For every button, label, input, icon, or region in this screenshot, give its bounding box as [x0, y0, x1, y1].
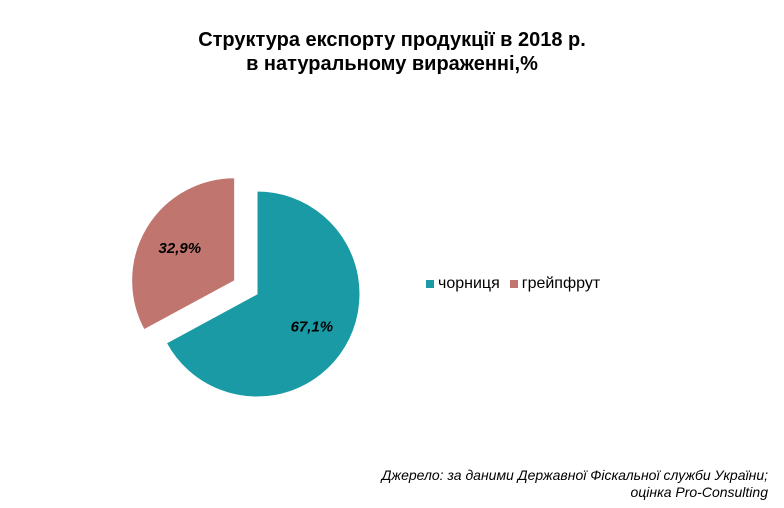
pie-slice-grapefruit [131, 177, 236, 331]
chart-title: Структура експорту продукції в 2018 р. в… [0, 28, 784, 76]
legend: чорниця грейпфрут [426, 274, 610, 294]
legend-label-blueberry: чорниця [438, 275, 500, 292]
data-label-grapefruit: 32,9% [159, 240, 202, 257]
source-note: Джерело: за даними Державної Фіскальної … [382, 467, 768, 501]
legend-label-grapefruit: грейпфрут [521, 275, 601, 292]
chart-title-line-1: Структура експорту продукції в 2018 р. [198, 29, 586, 51]
legend-item-grapefruit: грейпфрут [509, 274, 601, 294]
source-line-1: Джерело: за даними Державної Фіскальної … [381, 467, 768, 483]
legend-swatch-blueberry [426, 280, 434, 288]
source-line-2: оцінка Pro-Consulting [630, 484, 769, 500]
data-label-blueberry: 67,1% [291, 319, 334, 336]
legend-item-blueberry: чорниця [426, 274, 500, 294]
legend-swatch-grapefruit [509, 280, 518, 288]
chart-title-line-2: в натуральному вираженні,% [246, 53, 538, 75]
pie-slice-blueberry [165, 190, 361, 398]
